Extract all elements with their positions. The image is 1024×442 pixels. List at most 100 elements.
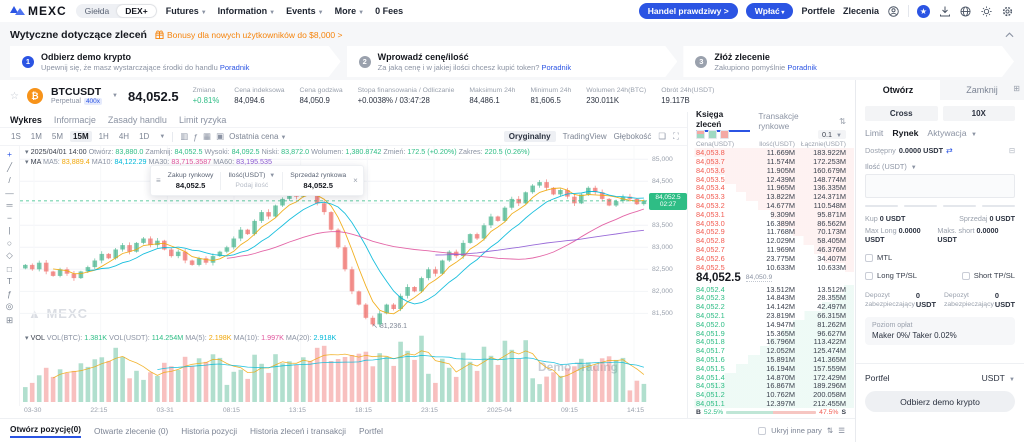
long-tpsl-checkbox[interactable] (865, 271, 873, 280)
interval-1m[interactable]: 1M (30, 132, 42, 141)
fullscreen-icon[interactable]: ⛶ (673, 131, 679, 141)
market-sell-button[interactable]: Sprzedaż rynkowa 84,052.5 (290, 171, 347, 190)
book-row[interactable]: 84,053.3 13.822M 124.371M (688, 192, 854, 201)
book-row[interactable]: 84,051.8 16.796M 113.422M (688, 337, 854, 346)
book-layout-asks-icon[interactable] (720, 129, 729, 139)
download-icon[interactable] (938, 5, 951, 18)
interval-more-caret[interactable]: ▼ (159, 133, 166, 140)
rewards-icon[interactable]: ★ (917, 4, 930, 18)
menu-0-fees[interactable]: 0 Fees (375, 6, 404, 16)
book-row[interactable]: 84,052.1 23.819M 66.315M (688, 311, 854, 320)
real-trading-button[interactable]: Handel prawdziwy > (638, 3, 738, 19)
bottom-tab-historia-zlece-i-transakcji[interactable]: Historia zleceń i transakcji (250, 425, 346, 436)
book-row[interactable]: 84,052.4 13.512M 13.512M (688, 285, 854, 294)
chart-tab-wykres[interactable]: Wykres (10, 114, 42, 125)
menu-futures[interactable]: Futures ▼ (165, 6, 207, 16)
pair-symbol-block[interactable]: BTCUSDT Perpetual 400x (51, 87, 103, 105)
book-row[interactable]: 84,051.7 12.052M 125.474M (688, 346, 854, 355)
vline-tool-icon[interactable]: | (8, 225, 11, 235)
price-type-selector[interactable]: Ostatnia cena ▼ (229, 132, 287, 141)
fib-tool-icon[interactable]: ƒ (7, 288, 12, 299)
book-row[interactable]: 84,051.3 16.867M 189.296M (688, 381, 854, 390)
price-axis[interactable]: 84,052.502:27 85,00084,50084,00083,50083… (648, 146, 688, 406)
book-layout-bids-icon[interactable] (708, 129, 717, 139)
text-tool-icon[interactable]: T (6, 276, 13, 286)
toggle-giełda[interactable]: Giełda (84, 6, 110, 16)
settings-gear-icon[interactable] (1001, 5, 1014, 18)
chart-tab-limit-ryzyka[interactable]: Limit ryzyka (178, 114, 227, 125)
amount-slider[interactable] (865, 205, 1015, 207)
book-row[interactable]: 84,053.7 11.574M 172.253M (688, 157, 854, 166)
language-globe-icon[interactable] (959, 5, 972, 18)
interval-1h[interactable]: 1H (98, 132, 109, 141)
layout-icon[interactable]: ▦ (203, 131, 212, 141)
theme-icon[interactable] (980, 5, 993, 18)
mexc-logo[interactable]: MEXC (10, 4, 67, 18)
guide-link[interactable]: Poradnik (787, 62, 817, 72)
chart-tab-zasady-handlu[interactable]: Zasady handlu (107, 114, 167, 125)
rect-tool-icon[interactable]: □ (6, 263, 13, 274)
book-row[interactable]: 84,052.7 11.969M 46.376M (688, 245, 854, 254)
book-row[interactable]: 84,052.6 23.775M 34.407M (688, 254, 854, 263)
asks-list[interactable]: 84,053.8 11.669M 183.922M 84,053.7 11.574M 17… (688, 148, 854, 272)
claim-demo-crypto-button[interactable]: Odbierz demo krypto (865, 391, 1015, 412)
bottom-tab-historia-pozycji[interactable]: Historia pozycji (181, 425, 238, 436)
book-row[interactable]: 84,052.9 11.768M 70.173M (688, 227, 854, 236)
interval-1d[interactable]: 1D (139, 132, 150, 141)
guide-link[interactable]: Poradnik (541, 62, 572, 72)
tab-trigger-order[interactable]: Aktywacja ▼ (927, 128, 977, 138)
crosshair-tool-icon[interactable]: + (7, 149, 12, 159)
book-row[interactable]: 84,051.5 16.194M 157.559M (688, 364, 854, 373)
book-row[interactable]: 84,053.2 14.677M 110.548M (688, 201, 854, 210)
close-icon[interactable]: × (353, 176, 358, 185)
market-dex-toggle[interactable]: Giełda DEX+ (75, 4, 157, 18)
interval-5m[interactable]: 5M (51, 132, 64, 141)
toggle-dex+[interactable]: DEX+ (117, 5, 156, 17)
favorite-star-icon[interactable]: ☆ (10, 90, 19, 102)
user-icon[interactable] (887, 5, 900, 18)
deposit-button[interactable]: Wpłać ▾ (745, 3, 794, 19)
quantity-field[interactable]: Ilość(USDT) ▼ Podaj ilość (228, 171, 276, 189)
bids-list[interactable]: 84,052.4 13.512M 13.512M 84,052.3 14.843M 28.… (688, 285, 854, 408)
transfer-icon[interactable]: ⇄ (946, 146, 953, 155)
wallets-link[interactable]: Portfele (801, 6, 835, 16)
tab-open-position[interactable]: Otwórz (856, 80, 940, 100)
book-row[interactable]: 84,053.8 11.669M 183.922M (688, 148, 854, 157)
short-tpsl-checkbox[interactable] (961, 271, 970, 280)
onboarding-step-2[interactable]: 2 Wprowadź cenę/ilość Za jaką cenę i w jak… (347, 46, 678, 77)
hide-pairs-checkbox[interactable] (758, 426, 767, 435)
view-original-button[interactable]: Oryginalny (503, 131, 556, 142)
leverage-button[interactable]: 10X (942, 106, 1015, 121)
mtl-checkbox[interactable] (865, 253, 873, 262)
book-row[interactable]: 84,053.4 11.965M 136.335M (688, 183, 854, 192)
book-row[interactable]: 84,052.0 14.947M 81.262M (688, 320, 854, 329)
guide-link[interactable]: Poradnik (219, 62, 250, 72)
menu-events[interactable]: Events ▼ (286, 6, 324, 16)
tab-market-trades[interactable]: Transakcje rynkowe (758, 110, 799, 131)
book-row[interactable]: 84,052.2 14.142M 42.497M (688, 302, 854, 311)
onboarding-step-3[interactable]: 3 Złóż zlecenie Zakupiono pomyślnie Poradn… (683, 46, 1014, 77)
book-row[interactable]: 84,052.5 10.633M 10.633M (688, 263, 854, 272)
pair-dropdown-caret[interactable]: ▼ (112, 93, 118, 99)
book-row[interactable]: 84,053.0 16.389M 86.562M (688, 219, 854, 228)
target-tool-icon[interactable]: ◎ (5, 301, 14, 311)
drag-handle-icon[interactable]: ≡ (156, 176, 161, 185)
calculator-icon[interactable]: ⊞ (1013, 84, 1020, 93)
tab-market-order[interactable]: Rynek (892, 128, 919, 138)
interval-4h[interactable]: 4H (118, 132, 130, 141)
chart-style-icon[interactable]: ▥ (180, 131, 189, 141)
quick-trade-widget[interactable]: ≡ Zakup rynkowy 84,052.5 Ilość(USDT) ▼ P… (150, 165, 364, 196)
onboarding-step-1[interactable]: 1 Odbierz demo krypto Upewnij się, że masz… (10, 46, 341, 77)
list-icon[interactable]: ☰ (838, 426, 845, 435)
circle-tool-icon[interactable]: ○ (6, 237, 13, 248)
parallel-tool-icon[interactable]: ═ (6, 200, 13, 210)
collapse-notice-icon[interactable] (1005, 31, 1014, 38)
book-row[interactable]: 84,051.1 12.397M 212.455M (688, 399, 854, 408)
margin-mode-button[interactable]: Cross (865, 106, 938, 121)
book-row[interactable]: 84,051.9 15.365M 96.627M (688, 329, 854, 338)
view-tradingview-button[interactable]: TradingView (562, 132, 607, 141)
view-depth-button[interactable]: Głębokość (613, 132, 652, 141)
mid-price-row[interactable]: 84,052.5 84,050.9 (688, 272, 854, 285)
bottom-tab-portfel[interactable]: Portfel (358, 425, 383, 436)
price-chart[interactable]: ▾ 2025/04/01 14:00 Otwórz: 83,880.0 Zamk… (20, 146, 648, 406)
